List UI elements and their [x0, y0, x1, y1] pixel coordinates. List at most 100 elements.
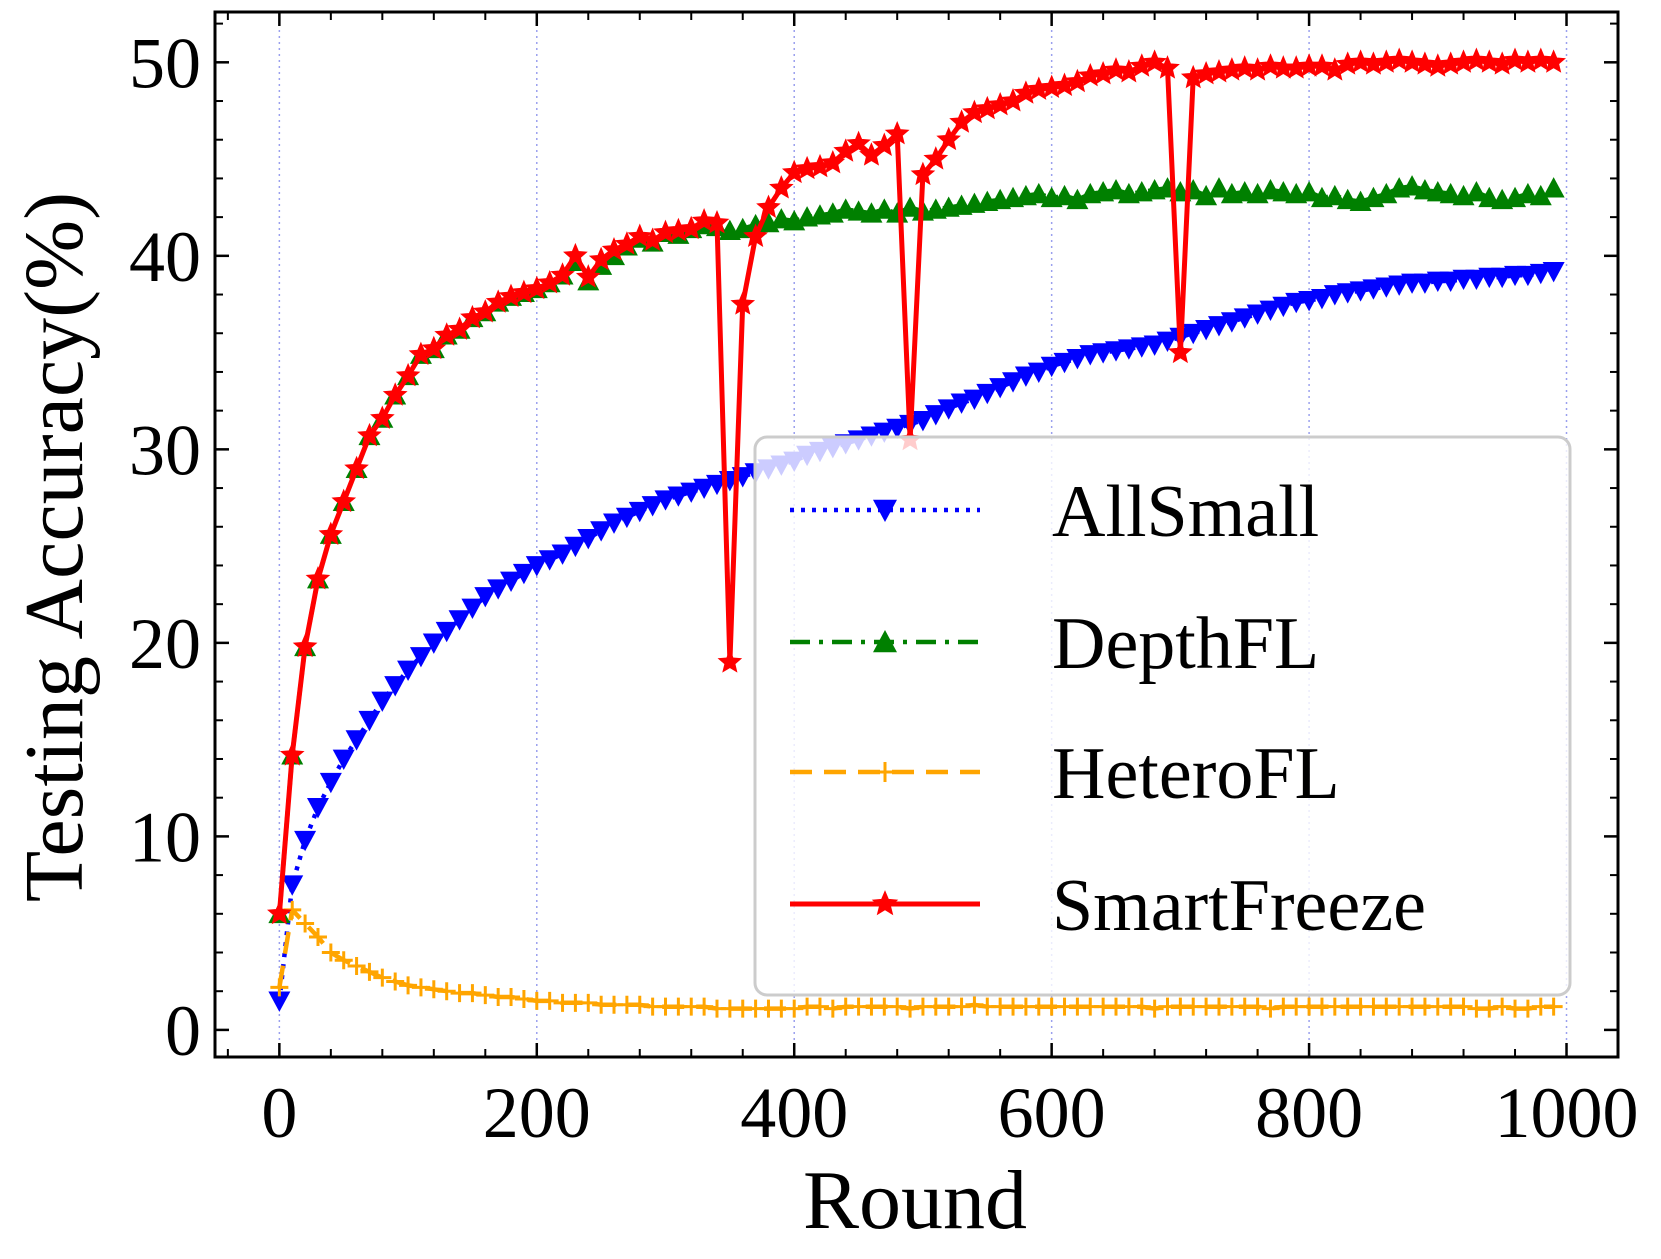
data-point-smartfreeze [627, 223, 653, 247]
data-point-allsmall [1439, 271, 1462, 292]
data-point-allsmall [1233, 308, 1256, 329]
legend: AllSmall DepthFL HeteroFL SmartFreeze [753, 435, 1572, 997]
data-point-smartfreeze [550, 262, 575, 286]
data-point-heterofl [1544, 997, 1563, 1016]
data-point-smartfreeze [1168, 339, 1193, 364]
data-point-smartfreeze [1476, 49, 1502, 73]
data-point-allsmall [886, 418, 909, 440]
data-point-allsmall [1156, 331, 1179, 352]
data-point-allsmall [1182, 323, 1205, 345]
data-point-allsmall [1349, 281, 1372, 302]
data-point-heterofl [360, 962, 379, 981]
x-tick-label: 400 [740, 1073, 848, 1153]
data-point-heterofl [437, 982, 456, 1001]
data-point-depthfl [1426, 180, 1449, 202]
legend-marker-allsmall [873, 499, 897, 522]
data-point-allsmall [1285, 292, 1308, 314]
data-point-allsmall [1053, 352, 1076, 374]
data-point-depthfl [1066, 188, 1089, 210]
data-point-heterofl [1145, 999, 1164, 1018]
data-point-heterofl [296, 914, 315, 933]
data-point-allsmall [1246, 304, 1269, 325]
data-point-allsmall [1542, 261, 1565, 283]
x-tick-label: 1000 [1495, 1073, 1639, 1153]
data-point-allsmall [345, 730, 368, 751]
x-tick-label: 200 [483, 1073, 591, 1153]
data-point-heterofl [514, 989, 533, 1008]
data-point-heterofl [463, 984, 482, 1003]
data-point-smartfreeze [1399, 49, 1425, 73]
data-point-heterofl [823, 999, 842, 1018]
data-point-heterofl [1493, 997, 1512, 1016]
data-point-heterofl [965, 995, 984, 1014]
series-layer [267, 47, 1566, 1018]
data-point-heterofl [347, 957, 366, 976]
data-point-depthfl [1027, 182, 1050, 204]
data-point-allsmall [487, 579, 510, 600]
data-point-allsmall [397, 660, 420, 681]
data-point-allsmall [294, 830, 317, 852]
data-point-depthfl [873, 198, 896, 219]
data-point-allsmall [1143, 335, 1166, 356]
data-point-heterofl [630, 995, 649, 1014]
data-point-smartfreeze [936, 126, 961, 151]
data-point-smartfreeze [318, 521, 344, 545]
legend-marker-smartfreeze [871, 890, 899, 916]
data-point-smartfreeze [884, 120, 910, 145]
data-point-depthfl [1195, 184, 1218, 206]
data-point-allsmall [693, 478, 716, 500]
data-point-heterofl [308, 928, 327, 947]
data-point-allsmall [680, 482, 703, 503]
data-point-allsmall [1040, 356, 1063, 378]
data-point-smartfreeze [730, 291, 756, 315]
legend-label-allsmall: AllSmall [1052, 471, 1319, 553]
data-point-heterofl [901, 999, 920, 1018]
data-point-smartfreeze [756, 194, 781, 218]
data-point-smartfreeze [923, 146, 949, 170]
data-point-smartfreeze [769, 175, 794, 199]
data-point-allsmall [564, 536, 587, 558]
data-point-depthfl [1401, 175, 1424, 196]
data-point-smartfreeze [1464, 47, 1489, 71]
data-point-heterofl [411, 978, 430, 997]
data-point-allsmall [1207, 316, 1230, 337]
data-point-smartfreeze [1232, 55, 1258, 79]
data-point-smartfreeze [691, 208, 717, 232]
data-point-smartfreeze [563, 242, 588, 267]
data-point-smartfreeze [910, 161, 936, 186]
data-point-allsmall [950, 393, 973, 414]
data-point-depthfl [1478, 186, 1501, 208]
data-point-heterofl [1454, 997, 1473, 1016]
data-point-depthfl [1259, 179, 1282, 200]
data-point-allsmall [1220, 312, 1243, 333]
legend-box [753, 435, 1572, 997]
data-point-smartfreeze [1155, 55, 1180, 79]
data-point-smartfreeze [279, 742, 305, 766]
x-axis-title: Round [803, 1154, 1027, 1247]
data-point-allsmall [1272, 296, 1295, 318]
legend-marker-depthfl [873, 630, 897, 653]
data-point-heterofl [476, 986, 495, 1005]
data-point-smartfreeze [305, 566, 331, 590]
data-point-heterofl [373, 968, 392, 987]
data-point-allsmall [358, 710, 381, 732]
y-tick-label: 0 [165, 991, 201, 1071]
data-point-depthfl [1439, 182, 1462, 204]
data-point-allsmall [474, 587, 497, 608]
data-point-smartfreeze [717, 649, 743, 673]
data-point-allsmall [1259, 300, 1282, 322]
data-point-depthfl [770, 208, 793, 229]
x-tick-label: 0 [261, 1073, 297, 1153]
data-point-allsmall [1079, 345, 1102, 366]
data-point-smartfreeze [743, 223, 768, 247]
data-point-heterofl [579, 993, 598, 1012]
data-point-heterofl [1480, 999, 1499, 1018]
data-point-depthfl [1298, 180, 1321, 202]
data-point-smartfreeze [421, 335, 447, 360]
data-point-allsmall [654, 490, 677, 511]
y-tick-label: 10 [129, 797, 201, 877]
data-point-smartfreeze [1412, 51, 1438, 75]
data-point-heterofl [386, 972, 405, 991]
series-smartfreeze [267, 47, 1566, 925]
